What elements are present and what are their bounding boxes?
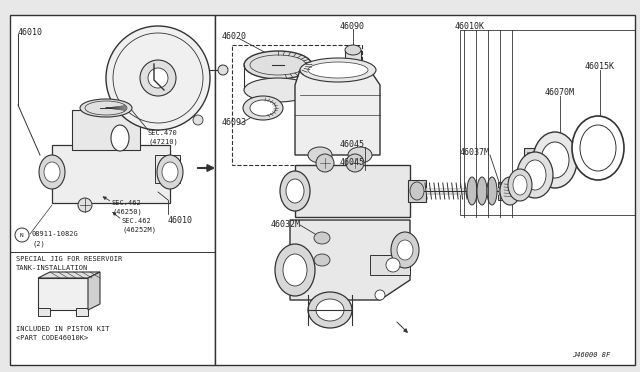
Circle shape [193,115,203,125]
Ellipse shape [162,162,178,182]
Ellipse shape [345,45,361,55]
Text: 46037M: 46037M [460,148,490,157]
Ellipse shape [508,169,532,201]
Ellipse shape [467,177,477,205]
Ellipse shape [487,177,497,205]
Text: (46250): (46250) [112,208,141,215]
Bar [345,50,361,78]
Bar [316,238,328,260]
Text: 46093: 46093 [222,118,247,127]
Ellipse shape [244,51,312,79]
Bar [370,255,410,275]
Text: 46010: 46010 [18,28,43,37]
Polygon shape [88,272,100,310]
Ellipse shape [517,152,553,198]
Circle shape [140,60,176,96]
Bar [527,152,541,182]
Ellipse shape [275,244,315,296]
Ellipse shape [316,299,344,321]
Circle shape [148,68,168,88]
Text: (47210): (47210) [148,138,178,144]
Ellipse shape [572,116,624,180]
Ellipse shape [410,182,424,200]
Text: 46045: 46045 [340,158,365,167]
Circle shape [386,258,400,272]
Ellipse shape [244,78,312,102]
Polygon shape [38,272,100,278]
Bar [76,308,88,316]
Bar [10,15,215,365]
Bar [52,145,170,203]
Bar [524,148,544,186]
Ellipse shape [44,162,60,182]
Ellipse shape [308,147,332,163]
Text: SEC.462: SEC.462 [122,218,152,224]
Text: 46090: 46090 [340,22,365,31]
Circle shape [15,228,29,242]
Ellipse shape [345,73,361,83]
Bar [295,165,410,217]
Ellipse shape [300,58,376,82]
Ellipse shape [397,240,413,260]
Bar [155,155,180,183]
Bar [347,60,359,70]
Ellipse shape [308,62,368,78]
Bar [38,308,50,316]
Text: SEC.470: SEC.470 [148,130,178,136]
Polygon shape [290,220,410,300]
Text: 46045: 46045 [340,140,365,149]
Ellipse shape [391,232,419,268]
Ellipse shape [250,100,276,116]
Text: 46010K: 46010K [455,22,485,31]
Ellipse shape [500,177,520,205]
Ellipse shape [280,171,310,211]
Ellipse shape [286,179,304,203]
Text: (46252M): (46252M) [122,226,156,232]
Ellipse shape [308,292,352,328]
Text: J46000 8F: J46000 8F [572,352,610,358]
Text: <PART CODE46010K>: <PART CODE46010K> [16,335,88,341]
Text: 46015K: 46015K [585,62,615,71]
Text: TANK-INSTALLATION: TANK-INSTALLATION [16,265,88,271]
Ellipse shape [541,142,569,178]
Ellipse shape [348,147,372,163]
Circle shape [375,290,385,300]
Bar [72,110,140,150]
Ellipse shape [80,99,132,117]
Circle shape [218,65,228,75]
Polygon shape [295,70,380,155]
Text: 46020: 46020 [222,32,247,41]
Ellipse shape [314,232,330,244]
Ellipse shape [39,155,65,189]
Text: 46032M: 46032M [271,220,301,229]
Text: 46010: 46010 [168,216,193,225]
Ellipse shape [346,154,364,172]
Ellipse shape [111,125,129,151]
Circle shape [106,26,210,130]
Bar [38,278,88,310]
Ellipse shape [243,96,283,120]
Ellipse shape [533,132,577,188]
Text: N: N [20,232,24,237]
Text: 08911-1082G: 08911-1082G [32,231,79,237]
Ellipse shape [157,155,183,189]
Bar [408,180,426,202]
Text: SPECIAL JIG FOR RESERVOIR: SPECIAL JIG FOR RESERVOIR [16,256,122,262]
Ellipse shape [499,183,511,199]
Ellipse shape [524,160,546,190]
Ellipse shape [513,175,527,195]
Text: 46070M: 46070M [545,88,575,97]
Ellipse shape [283,254,307,286]
Ellipse shape [477,177,487,205]
Text: (2): (2) [32,240,45,247]
Text: INCLUDED IN PISTON KIT: INCLUDED IN PISTON KIT [16,326,109,332]
Bar [498,182,512,200]
Text: SEC.462: SEC.462 [112,200,141,206]
Bar [460,30,635,215]
Bar [215,15,635,365]
Ellipse shape [316,154,334,172]
Bar [232,45,362,165]
Ellipse shape [314,254,330,266]
Circle shape [78,198,92,212]
